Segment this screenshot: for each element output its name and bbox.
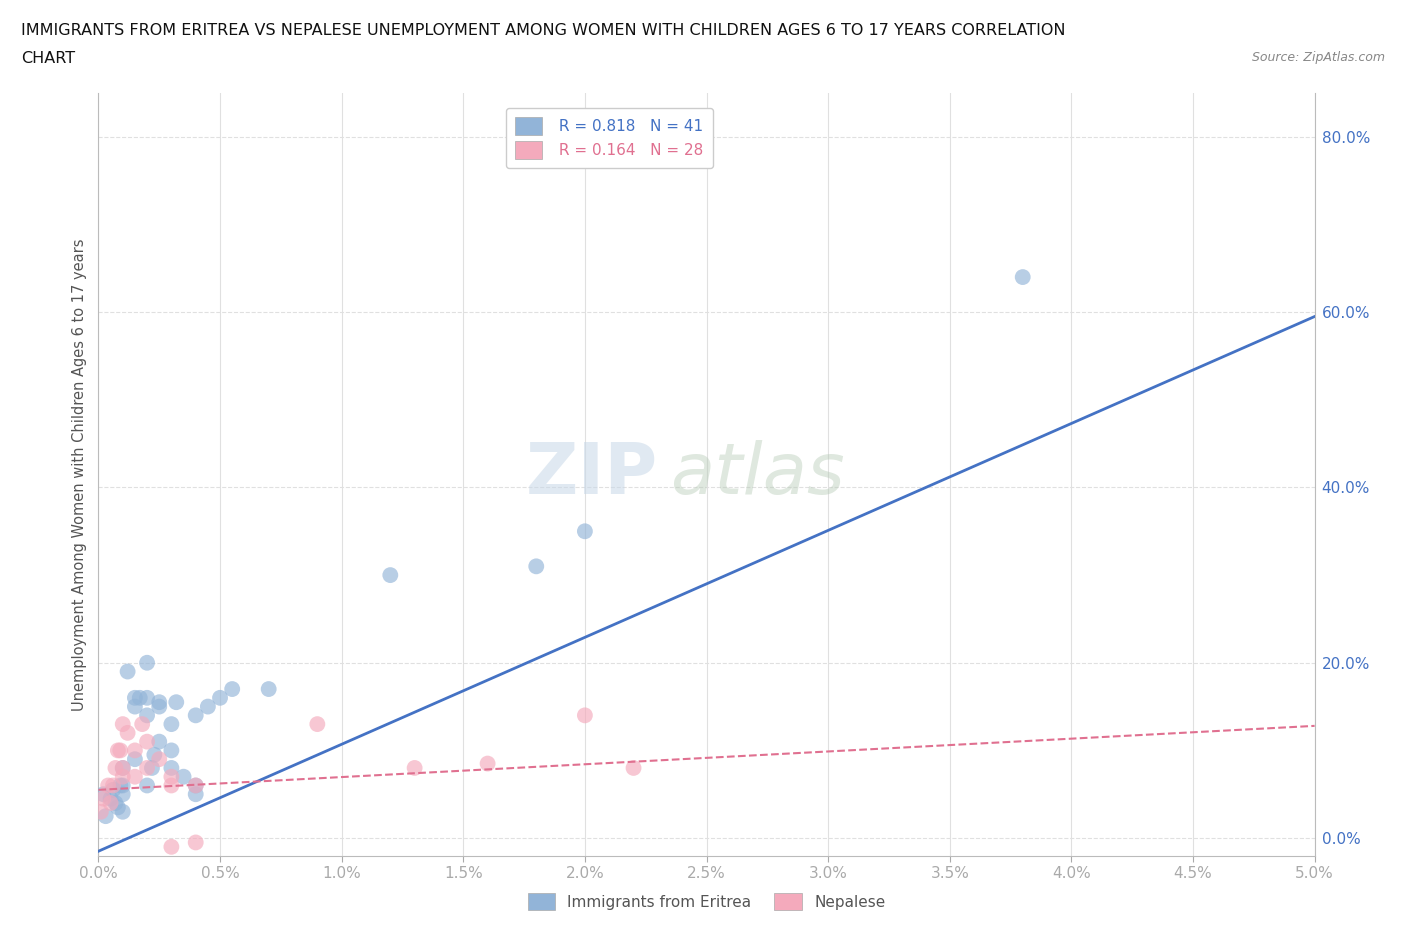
Point bbox=[131, 717, 153, 732]
Point bbox=[623, 761, 645, 776]
Point bbox=[117, 725, 139, 740]
Point bbox=[111, 761, 134, 776]
Text: Source: ZipAtlas.com: Source: ZipAtlas.com bbox=[1251, 51, 1385, 64]
Point bbox=[107, 743, 129, 758]
Point bbox=[111, 761, 134, 776]
Point bbox=[184, 835, 207, 850]
Point bbox=[1011, 270, 1033, 285]
Point bbox=[111, 778, 134, 793]
Point bbox=[148, 699, 170, 714]
Point bbox=[524, 559, 547, 574]
Point bbox=[184, 778, 207, 793]
Point bbox=[160, 778, 183, 793]
Point bbox=[209, 690, 232, 705]
Point bbox=[136, 761, 159, 776]
Point bbox=[143, 748, 166, 763]
Point bbox=[136, 734, 159, 749]
Point bbox=[124, 769, 146, 784]
Point bbox=[574, 524, 596, 538]
Point bbox=[165, 695, 187, 710]
Point bbox=[148, 751, 170, 766]
Point bbox=[111, 769, 134, 784]
Point bbox=[124, 743, 146, 758]
Point bbox=[160, 717, 183, 732]
Point bbox=[184, 787, 207, 802]
Point bbox=[136, 656, 159, 671]
Point bbox=[94, 809, 117, 824]
Point bbox=[404, 761, 426, 776]
Point bbox=[160, 743, 183, 758]
Point bbox=[110, 743, 132, 758]
Point bbox=[257, 682, 280, 697]
Point bbox=[148, 695, 170, 710]
Point bbox=[124, 699, 146, 714]
Point bbox=[141, 761, 163, 776]
Point bbox=[90, 804, 112, 819]
Point bbox=[100, 795, 122, 810]
Point bbox=[136, 708, 159, 723]
Text: IMMIGRANTS FROM ERITREA VS NEPALESE UNEMPLOYMENT AMONG WOMEN WITH CHILDREN AGES : IMMIGRANTS FROM ERITREA VS NEPALESE UNEM… bbox=[21, 23, 1066, 38]
Point bbox=[101, 782, 124, 797]
Point bbox=[111, 787, 134, 802]
Point bbox=[110, 778, 132, 793]
Point bbox=[136, 778, 159, 793]
Point bbox=[124, 751, 146, 766]
Point bbox=[574, 708, 596, 723]
Text: CHART: CHART bbox=[21, 51, 75, 66]
Point bbox=[160, 761, 183, 776]
Point bbox=[107, 800, 129, 815]
Point bbox=[128, 690, 150, 705]
Point bbox=[91, 791, 114, 806]
Point bbox=[117, 664, 139, 679]
Point bbox=[477, 756, 499, 771]
Text: atlas: atlas bbox=[671, 440, 845, 509]
Text: ZIP: ZIP bbox=[526, 440, 658, 509]
Point bbox=[307, 717, 329, 732]
Point bbox=[160, 840, 183, 855]
Legend: Immigrants from Eritrea, Nepalese: Immigrants from Eritrea, Nepalese bbox=[522, 886, 891, 917]
Point bbox=[101, 778, 124, 793]
Point bbox=[160, 769, 183, 784]
Point bbox=[100, 791, 122, 806]
Point bbox=[184, 778, 207, 793]
Point bbox=[221, 682, 243, 697]
Point bbox=[148, 734, 170, 749]
Point bbox=[124, 690, 146, 705]
Point bbox=[197, 699, 219, 714]
Point bbox=[184, 708, 207, 723]
Point bbox=[136, 690, 159, 705]
Point bbox=[111, 717, 134, 732]
Point bbox=[173, 769, 195, 784]
Point bbox=[97, 778, 120, 793]
Point bbox=[380, 567, 402, 582]
Point bbox=[111, 804, 134, 819]
Point bbox=[104, 761, 127, 776]
Point bbox=[104, 795, 127, 810]
Point bbox=[91, 787, 114, 802]
Y-axis label: Unemployment Among Women with Children Ages 6 to 17 years: Unemployment Among Women with Children A… bbox=[72, 238, 87, 711]
